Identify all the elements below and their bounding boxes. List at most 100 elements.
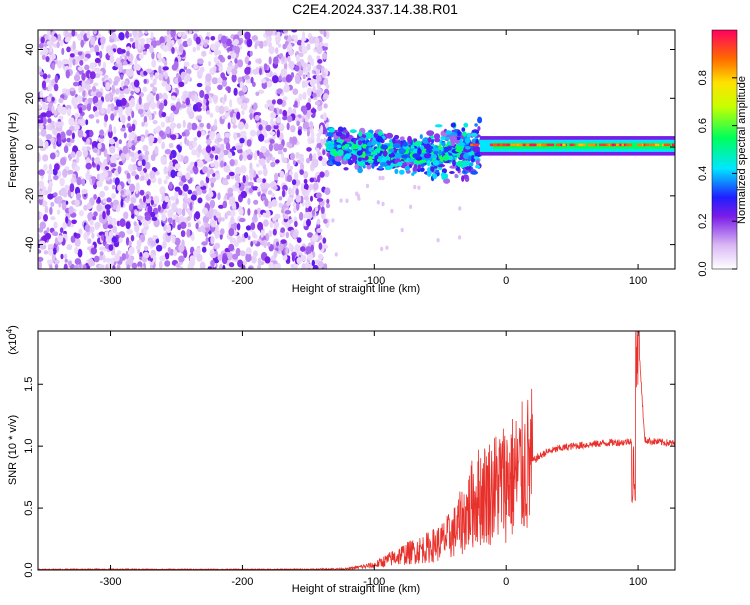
spectrogram-noise-cell — [70, 138, 75, 144]
spectrogram-noise-cell — [143, 78, 147, 84]
spectrogram-noise-cell — [181, 131, 186, 137]
spectrogram-noise-cell — [283, 84, 290, 93]
spectrogram-noise-cell — [293, 34, 298, 43]
spectrogram-noise-cell — [311, 210, 315, 217]
spectrogram-noise-cell — [74, 198, 80, 208]
spectrogram-signal-cell — [357, 140, 362, 146]
spectrogram-noise-cell — [62, 58, 69, 65]
spectrogram-noise-cell — [47, 248, 54, 256]
spectrogram-peak-cell — [502, 143, 508, 147]
spectrogram-noise-cell — [302, 107, 308, 116]
spectrogram-noise-cell — [288, 60, 295, 70]
spectrogram-signal-cell — [468, 162, 474, 167]
snr-y-label: SNR (10 * v/v) — [7, 415, 19, 485]
snr-y-tick-label: 1.0 — [23, 439, 35, 454]
spectrogram-noise-cell — [262, 178, 266, 183]
spectrogram-noise-cell — [150, 31, 154, 39]
spectrogram-noise-cell — [142, 51, 147, 56]
spectrogram-noise-cell — [258, 133, 265, 142]
spectrogram-noise-cell — [273, 124, 280, 130]
spectrogram-noise-cell — [185, 172, 191, 181]
spectrogram-noise-cell — [128, 133, 135, 140]
spectrogram-noise-cell — [323, 263, 328, 269]
spectrogram-noise-cell — [52, 127, 58, 136]
spectrogram-noise-cell — [260, 145, 267, 153]
spectrogram-noise-cell — [276, 129, 280, 138]
spectrogram-signal-cell — [434, 137, 441, 143]
spectrogram-noise-cell — [90, 36, 94, 46]
spectrogram-noise-cell — [55, 121, 63, 128]
spectrogram-noise-cell — [112, 199, 119, 206]
spectrogram-signal-cell — [454, 129, 458, 133]
spectrogram-noise-cell — [83, 132, 87, 138]
spectrogram-noise-cell — [41, 54, 46, 60]
snr-x-tick-label: -300 — [100, 576, 122, 588]
spectrogram-noise-cell — [79, 59, 84, 66]
spectrogram-noise-cell — [128, 33, 132, 38]
spectrogram-noise-cell — [114, 253, 120, 262]
spectrogram-noise-cell — [202, 166, 208, 174]
spectrogram-noise-cell — [191, 90, 196, 96]
spectrogram-noise-cell — [187, 122, 193, 131]
spectrogram-noise-cell — [313, 182, 319, 191]
spectrogram-noise-cell — [186, 216, 191, 222]
spectrogram-noise-cell — [305, 102, 312, 111]
spectrogram-noise-cell — [125, 237, 130, 246]
spectrogram-noise-cell — [135, 211, 139, 216]
spectrogram-peak-cell — [606, 143, 609, 147]
spectrogram-noise-cell — [52, 247, 57, 255]
spectrogram-noise-cell — [224, 194, 228, 200]
spectrogram-noise-cell — [303, 183, 309, 191]
spectrogram-signal-cell — [334, 155, 343, 162]
spectrogram-noise-cell — [63, 263, 68, 269]
spectrogram-noise-cell — [178, 244, 185, 253]
spectrogram-peak-cell — [637, 143, 643, 147]
spectrogram-noise-cell — [197, 144, 202, 153]
spectrogram-signal-cell — [401, 154, 408, 159]
spectrogram-noise-cell — [307, 253, 314, 261]
spectrogram-noise-cell — [54, 75, 59, 84]
spectrogram-noise-cell — [63, 253, 68, 260]
spectrogram-noise-cell — [61, 47, 65, 56]
spectrogram-noise-cell — [50, 201, 55, 207]
spectrogram-noise-cell — [120, 73, 124, 80]
spectrogram-noise-cell — [190, 194, 197, 201]
spectrogram-signal-cell — [326, 143, 335, 150]
spectrogram-noise-cell — [288, 219, 294, 224]
spectrogram-signal-cell — [475, 164, 481, 169]
spectrogram-noise-cell — [102, 61, 106, 70]
spectrogram-noise-cell — [125, 107, 131, 117]
spectrogram-noise-cell — [125, 250, 129, 260]
spectrogram-noise-cell — [64, 30, 69, 39]
spectrogram-noise-cell — [95, 91, 103, 98]
spectrogram-peak-cell — [661, 143, 665, 147]
spectrogram-signal-cell — [367, 141, 373, 147]
spectrogram-noise-cell — [157, 136, 162, 144]
spectrogram-noise-cell — [142, 195, 147, 203]
spectrogram-noise-cell — [316, 136, 321, 144]
spectrogram-noise-cell — [234, 64, 239, 70]
spectrogram-noise-cell — [43, 214, 48, 222]
snr-line-layer — [38, 331, 675, 570]
spectrogram-noise-cell — [132, 30, 137, 37]
spectrogram-noise-cell — [217, 254, 222, 262]
spectrogram-noise-cell — [187, 189, 193, 195]
spectrogram-noise-cell — [98, 264, 105, 269]
spectrogram-noise-cell — [137, 108, 144, 115]
spectrogram-noise-cell — [148, 135, 155, 144]
spectrogram-noise-cell — [458, 235, 462, 240]
spectrogram-noise-cell — [255, 66, 259, 75]
spectrogram-noise-cell — [310, 58, 315, 67]
spectrogram-noise-cell — [122, 145, 129, 155]
spectrogram-noise-cell — [299, 52, 304, 58]
spectrogram-noise-cell — [241, 102, 248, 111]
spectrogram-noise-cell — [135, 185, 139, 194]
spectrogram-signal-cell — [443, 146, 449, 153]
spectrogram-peak-cell — [470, 143, 473, 147]
spectrogram-noise-cell — [150, 199, 154, 205]
spectrogram-noise-cell — [81, 146, 88, 152]
spectrogram-signal-cell — [356, 150, 363, 156]
spectrogram-noise-cell — [271, 192, 275, 198]
spectrogram-noise-cell — [140, 175, 146, 181]
spectrogram-noise-cell — [137, 160, 142, 166]
